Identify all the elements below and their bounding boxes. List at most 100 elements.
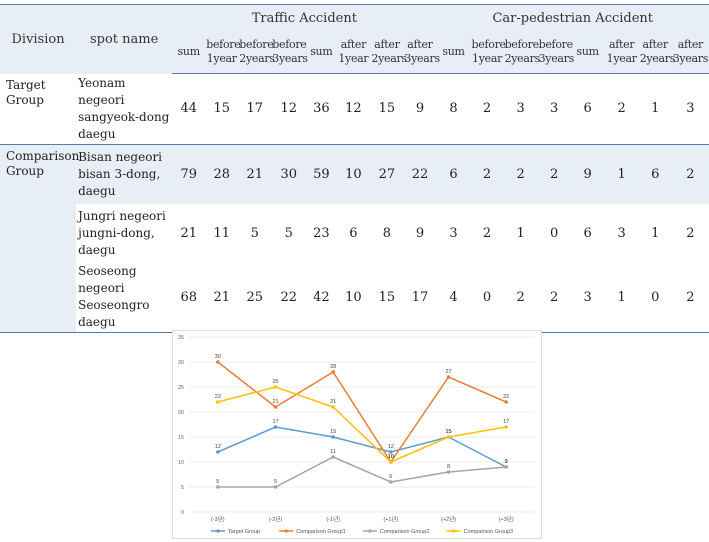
data-point <box>446 435 451 439</box>
legend-label: Comparison Group2 <box>380 529 430 535</box>
data-point <box>446 375 451 379</box>
value-cell: 3 <box>583 289 592 305</box>
value-cell: 1 <box>617 289 626 305</box>
value-cell: 0 <box>549 225 559 241</box>
y-tick-label: 0 <box>181 510 184 516</box>
value-cell: 8 <box>449 101 458 117</box>
value-cell: 6 <box>349 225 358 241</box>
value-cell: 27 <box>378 166 396 182</box>
value-cell: 68 <box>180 289 197 305</box>
value-cell: 1 <box>651 225 660 241</box>
value-cell: 25 <box>246 289 264 305</box>
car-pedestrian-header: Car-pedestrian Accident <box>436 4 709 31</box>
data-label: 9 <box>505 459 508 465</box>
value-cell: 12 <box>345 101 362 117</box>
value-cell: 3 <box>449 225 458 241</box>
value-cell: 2 <box>482 166 492 182</box>
value-cell: 21 <box>246 166 264 182</box>
y-tick-label: 15 <box>178 435 184 441</box>
value-cell: 3 <box>617 225 626 241</box>
series-line <box>217 361 507 464</box>
value-cell: 6 <box>651 166 660 182</box>
value-cell: 11 <box>213 225 231 241</box>
value-cell: 79 <box>180 166 197 182</box>
value-cell: 22 <box>280 289 298 305</box>
value-cell: 22 <box>411 166 429 182</box>
value-cell: 1 <box>516 225 525 241</box>
value-cell: 2 <box>516 289 525 305</box>
y-tick-label: 10 <box>178 460 184 466</box>
y-tick-label: 20 <box>178 410 184 416</box>
value-cell: 9 <box>583 166 592 182</box>
value-cell: 15 <box>378 101 396 117</box>
data-point <box>389 450 393 454</box>
spot-cell: Bisan negeori bisan 3-dong, daegu <box>78 149 163 198</box>
sub-header: sum <box>570 31 605 74</box>
value-cell: 6 <box>583 101 592 117</box>
x-tick-label: (-1년) <box>326 515 340 523</box>
value-cell: 10 <box>345 289 362 305</box>
data-label: 30 <box>215 354 221 360</box>
value-cell: 8 <box>382 225 392 241</box>
series-line <box>217 426 507 468</box>
data-point <box>216 450 220 454</box>
sub-header: after 2years <box>370 31 407 74</box>
legend-label: Comparison Group1 <box>296 529 346 535</box>
data-label: 6 <box>389 474 392 480</box>
value-cell: 2 <box>617 101 626 117</box>
data-point <box>504 400 508 404</box>
y-tick-label: 5 <box>181 485 184 491</box>
data-point <box>331 435 335 439</box>
spot-cell: Seoseong negeori Seoseongro daegu <box>78 264 150 329</box>
sub-header: before 3years <box>271 31 308 74</box>
data-label: 5 <box>216 479 219 485</box>
value-cell: 2 <box>686 225 695 241</box>
data-point <box>273 405 278 409</box>
data-label: 22 <box>215 394 221 400</box>
data-label: 27 <box>445 369 451 375</box>
sub-header: before 1year <box>470 31 506 74</box>
legend-marker <box>452 529 456 533</box>
data-label: 17 <box>272 419 278 425</box>
value-cell: 2 <box>549 166 559 182</box>
data-point <box>504 425 508 429</box>
value-cell: 10 <box>345 166 362 182</box>
x-tick-label: (-3년) <box>211 515 225 523</box>
value-cell: 5 <box>250 225 259 241</box>
value-cell: 0 <box>482 289 492 305</box>
value-cell: 42 <box>313 289 330 305</box>
data-label: 5 <box>274 479 277 485</box>
spot-cell: Jungri negeori jungni-dong, daegu <box>78 208 166 257</box>
data-label: 21 <box>330 399 336 405</box>
data-point <box>389 460 393 464</box>
value-cell: 9 <box>415 101 425 117</box>
series-line <box>217 386 507 463</box>
value-cell: 12 <box>280 101 298 117</box>
sub-header: after 3years <box>671 31 709 74</box>
value-cell: 6 <box>449 166 458 182</box>
value-cell: 2 <box>686 289 695 305</box>
sub-header: sum <box>172 31 206 74</box>
sub-header: before 2years <box>238 31 275 74</box>
y-tick-label: 35 <box>178 335 184 341</box>
value-cell: 6 <box>583 225 592 241</box>
value-cell: 15 <box>213 101 231 117</box>
sub-header: after 3years <box>403 31 440 74</box>
value-cell: 3 <box>549 101 559 117</box>
spot-name-header: spot name <box>76 4 173 74</box>
division-cell: Target Group <box>6 77 46 107</box>
data-point <box>389 480 393 484</box>
accident-table: Division spot name Traffic Accident Car-… <box>0 4 709 333</box>
table-row: Comparison Group Bisan negeori bisan 3-d… <box>0 144 709 333</box>
data-point <box>273 425 278 429</box>
data-label: 9 <box>505 459 508 465</box>
y-tick-label: 25 <box>178 385 184 391</box>
division-cell: Comparison Group <box>0 144 79 333</box>
data-point <box>216 360 220 364</box>
value-cell: 1 <box>617 166 626 182</box>
sub-header: before 2years <box>503 31 540 74</box>
data-point <box>331 370 335 374</box>
sub-header: after 2years <box>638 31 675 74</box>
value-cell: 2 <box>516 166 525 182</box>
